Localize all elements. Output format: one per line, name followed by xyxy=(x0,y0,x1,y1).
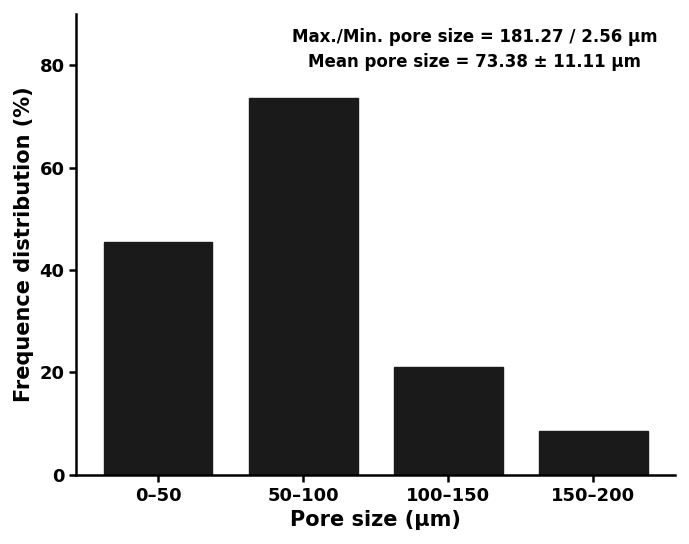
Bar xyxy=(394,367,503,475)
Bar xyxy=(249,98,358,475)
Bar xyxy=(539,431,648,475)
Bar xyxy=(103,242,212,475)
Text: Max./Min. pore size = 181.27 / 2.56 μm
Mean pore size = 73.38 ± 11.11 μm: Max./Min. pore size = 181.27 / 2.56 μm M… xyxy=(291,28,657,71)
X-axis label: Pore size (μm): Pore size (μm) xyxy=(290,510,461,530)
Y-axis label: Frequence distribution (%): Frequence distribution (%) xyxy=(14,86,34,402)
